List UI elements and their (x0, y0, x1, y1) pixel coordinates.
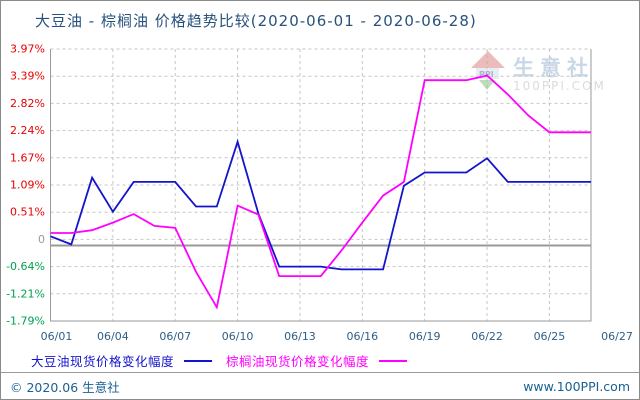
x-axis-label: 06/25 (534, 330, 566, 343)
footer-copyright: © 2020.06 生意社 (10, 380, 120, 395)
chart-title: 大豆油 - 棕榈油 价格趋势比较(2020-06-01 - 2020-06-28… (35, 12, 477, 30)
legend-label-soybean-oil: 大豆油现货价格变化幅度 (31, 354, 175, 369)
y-axis-label: 1.67% (10, 151, 45, 164)
y-axis-label: -1.79% (6, 315, 45, 328)
watermark: PPI 生意社 100PPI.COM (471, 51, 606, 93)
watermark-house-body (476, 68, 499, 79)
y-axis-label: 3.97% (10, 43, 45, 56)
footer-site-link[interactable]: www.100PPI.com (523, 379, 630, 394)
watermark-house-roof-icon (471, 51, 505, 68)
watermark-site: 100PPI.COM (513, 79, 606, 93)
x-axis-label: 06/01 (41, 330, 73, 343)
x-axis-label: 06/19 (409, 330, 441, 343)
series-lines (50, 74, 591, 310)
x-axis-label: 06/04 (97, 330, 129, 343)
y-axis-label: 0.51% (10, 206, 45, 219)
x-axis-label: 06/07 (159, 330, 191, 343)
watermark-green-accent (479, 80, 495, 90)
plot-border (50, 49, 592, 322)
y-axis-label: -0.64% (6, 260, 45, 273)
legend-label-palm-oil: 棕榈油现货价格变化幅度 (226, 354, 370, 369)
y-axis-label: 1.09% (10, 179, 45, 192)
x-axis-label: 06/16 (346, 330, 378, 343)
y-axis-labels: 3.97% 3.39% 2.82% 2.24% 1.67% 1.09% 0.51% 0 -0.6… (6, 43, 45, 328)
y-axis-label: 2.24% (10, 124, 45, 137)
watermark-logo-text: PPI (479, 70, 494, 79)
x-axis-label: 06/27 (601, 330, 633, 343)
x-axis-label: 06/22 (471, 330, 503, 343)
y-axis-label: 2.82% (10, 97, 45, 110)
price-trend-chart: PPI 生意社 100PPI.COM 3.97% 3.39% 2.82% 2.24% 1… (6, 43, 633, 344)
x-axis-label: 06/10 (222, 330, 254, 343)
legend-swatch-soybean-oil (184, 359, 213, 362)
x-axis-labels: 06/01 06/04 06/07 06/10 06/13 06/16 06/19 06/22… (41, 330, 633, 343)
footer-bar: © 2020.06 生意社 www.100PPI.com (1, 372, 639, 399)
y-axis-label: 3.39% (10, 70, 45, 83)
legend: 大豆油现货价格变化幅度 棕榈油现货价格变化幅度 (31, 351, 421, 370)
legend-swatch-palm-oil (379, 359, 408, 362)
watermark-brand: 生意社 (513, 56, 594, 80)
x-axis-label: 06/13 (284, 330, 316, 343)
y-axis-label: -1.21% (6, 287, 45, 300)
palm-oil-line (50, 74, 591, 310)
y-axis-label: 0 (38, 233, 45, 246)
soybean-oil-line (50, 138, 591, 271)
